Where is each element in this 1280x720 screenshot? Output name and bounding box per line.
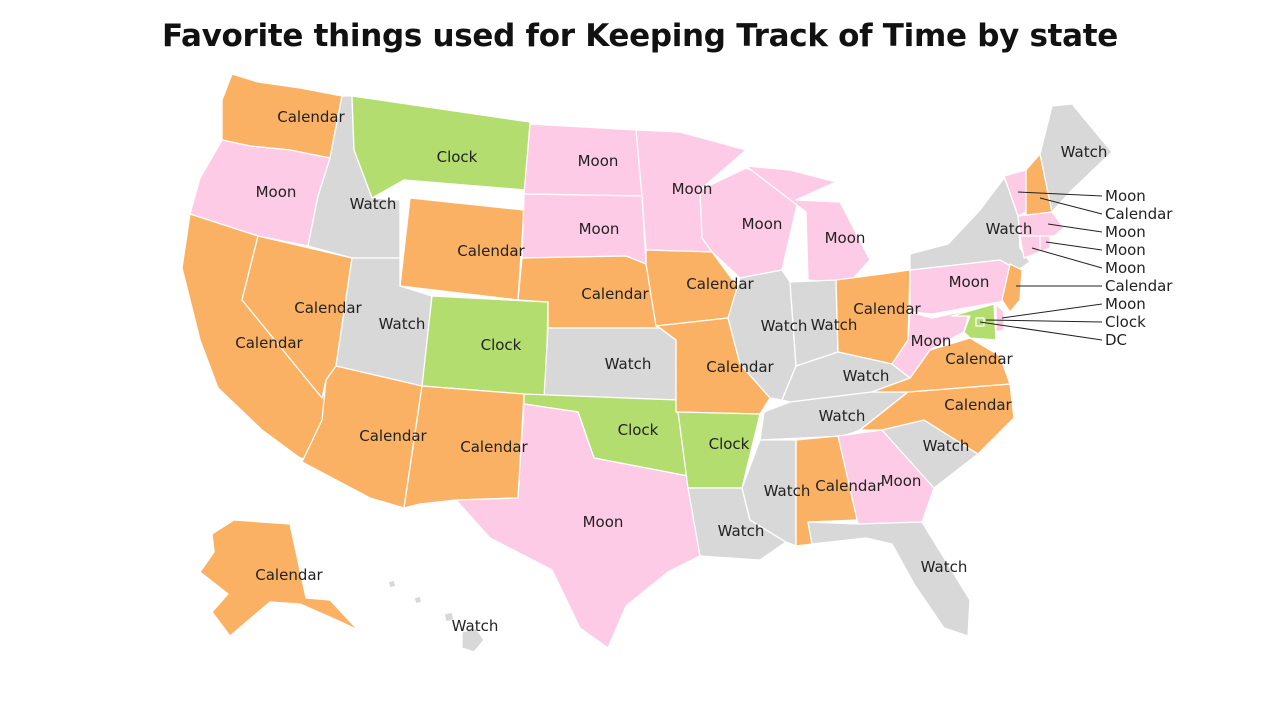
- callout-labels: Moon Calendar Moon Moon Moon Calendar Mo…: [1105, 187, 1173, 349]
- label-OH: Calendar: [853, 300, 921, 318]
- state-AK: [199, 519, 359, 637]
- label-TN: Watch: [819, 407, 866, 425]
- label-AR: Clock: [709, 435, 750, 453]
- label-KY: Watch: [843, 367, 890, 385]
- label-NC: Calendar: [944, 396, 1012, 414]
- label-FL: Watch: [921, 558, 968, 576]
- label-WV: Moon: [911, 332, 952, 350]
- label-NY: Watch: [986, 220, 1033, 238]
- leader-VT: [1017, 191, 1103, 197]
- label-CO: Clock: [481, 336, 522, 354]
- label-OK: Clock: [618, 421, 659, 439]
- state-MA: [1017, 211, 1065, 237]
- state-GA: [837, 429, 935, 525]
- label-CA: Calendar: [235, 334, 303, 352]
- label-AK: Calendar: [255, 566, 323, 584]
- label-LA: Watch: [718, 522, 765, 540]
- leader-RI: [1045, 241, 1103, 251]
- label-GA: Moon: [881, 472, 922, 490]
- label-WY: Calendar: [457, 242, 525, 260]
- state-NJ: [1001, 263, 1023, 313]
- label-MI: Moon: [825, 229, 866, 247]
- label-MN: Moon: [672, 180, 713, 198]
- callout-MA: Moon: [1105, 223, 1146, 241]
- label-ND: Moon: [578, 152, 619, 170]
- state-MI: [745, 165, 871, 285]
- label-ID: Watch: [350, 195, 397, 213]
- state-labels: Calendar Moon Calendar Calendar Watch Cl…: [235, 108, 1107, 635]
- label-ME: Watch: [1061, 143, 1108, 161]
- label-IA: Calendar: [686, 275, 754, 293]
- label-UT: Watch: [379, 315, 426, 333]
- label-WA: Calendar: [277, 108, 345, 126]
- state-NC: [859, 383, 1015, 455]
- leader-NH: [1039, 197, 1103, 215]
- leader-CT: [1031, 247, 1103, 269]
- label-SD: Moon: [579, 220, 620, 238]
- label-OR: Moon: [256, 183, 297, 201]
- leader-DC: [979, 321, 1103, 341]
- callout-RI: Moon: [1105, 241, 1146, 259]
- label-NE: Calendar: [581, 285, 649, 303]
- state-CT: [1019, 235, 1041, 259]
- label-HI: Watch: [452, 617, 499, 635]
- callout-MD: Clock: [1105, 313, 1146, 331]
- state-MD: [951, 303, 997, 341]
- state-shapes: [181, 73, 1113, 653]
- label-IL: Watch: [761, 317, 808, 335]
- label-VA: Calendar: [945, 350, 1013, 368]
- map-title: Favorite things used for Keeping Track o…: [161, 18, 1119, 54]
- state-RI: [1039, 235, 1051, 253]
- label-MS: Watch: [764, 482, 811, 500]
- label-PA: Moon: [949, 273, 990, 291]
- label-NV: Calendar: [294, 299, 362, 317]
- state-TX: [455, 403, 701, 649]
- label-SC: Watch: [923, 437, 970, 455]
- label-NM: Calendar: [460, 438, 528, 456]
- callout-DE: Moon: [1105, 295, 1146, 313]
- label-MO: Calendar: [706, 358, 774, 376]
- label-AZ: Calendar: [359, 427, 427, 445]
- callout-CT: Moon: [1105, 259, 1146, 277]
- label-IN: Watch: [811, 316, 858, 334]
- label-KS: Watch: [605, 355, 652, 373]
- callout-NH: Calendar: [1105, 205, 1173, 223]
- callout-VT: Moon: [1105, 187, 1146, 205]
- state-FL: [807, 521, 971, 637]
- callout-leaders: [979, 191, 1103, 341]
- state-HI: [387, 579, 485, 653]
- callout-NJ: Calendar: [1105, 277, 1173, 295]
- callout-DC: DC: [1105, 331, 1127, 349]
- leader-MA: [1047, 223, 1103, 233]
- label-TX: Moon: [583, 513, 624, 531]
- label-AL: Calendar: [815, 477, 883, 495]
- leader-MD: [985, 319, 1103, 323]
- state-NY: [909, 177, 1031, 271]
- leader-DE: [1001, 303, 1103, 319]
- label-MT: Clock: [437, 148, 478, 166]
- label-WI: Moon: [742, 215, 783, 233]
- state-MT: [351, 95, 531, 199]
